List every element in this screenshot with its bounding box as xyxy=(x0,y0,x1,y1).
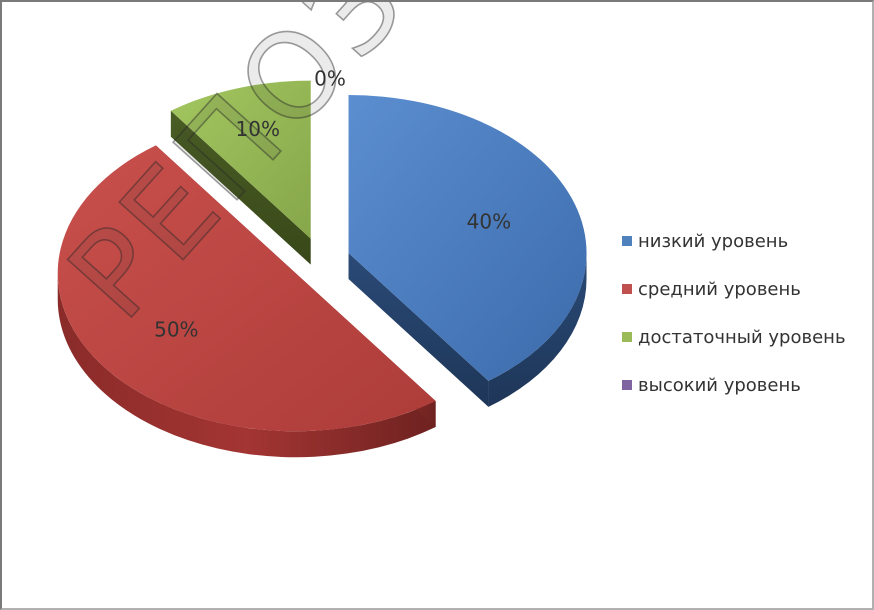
data-label-1: 50% xyxy=(154,317,198,341)
slice-side-0 xyxy=(488,253,587,407)
legend-swatch-1 xyxy=(622,284,632,294)
slice-wall-2-0 xyxy=(170,110,311,265)
data-labels: 40% 50% 10% 0% xyxy=(154,67,511,342)
legend-swatch-2 xyxy=(622,332,632,342)
legend-label-3: высокий уровень xyxy=(638,375,801,396)
legend-swatch-0 xyxy=(622,236,632,246)
slice-side-1 xyxy=(57,273,436,458)
legend-label-2: достаточный уровень xyxy=(638,327,846,348)
legend: низкий уровень средний уровень достаточный… xyxy=(622,231,846,396)
slice-wall-0-1 xyxy=(348,253,489,407)
slice-top-2 xyxy=(170,80,311,239)
data-label-0: 40% xyxy=(467,209,511,233)
slice-top-1 xyxy=(57,145,436,432)
slice-top-0 xyxy=(348,95,587,381)
data-label-2: 10% xyxy=(236,117,280,141)
pie-slices xyxy=(57,80,587,458)
legend-label-0: низкий уровень xyxy=(638,231,788,252)
legend-label-1: средний уровень xyxy=(638,279,801,300)
legend-swatch-3 xyxy=(622,380,632,390)
data-label-3: 0% xyxy=(314,67,346,91)
